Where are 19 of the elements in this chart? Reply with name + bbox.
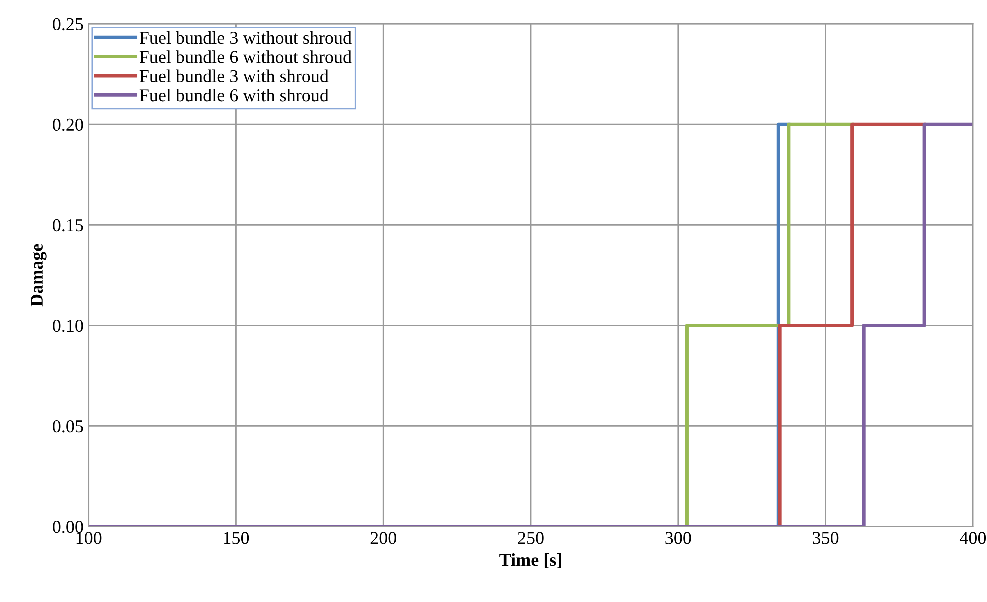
y-tick-label: 0.00 xyxy=(53,521,84,534)
legend-label: Fuel bundle 3 with shroud xyxy=(140,70,329,83)
x-tick-label: 300 xyxy=(666,532,692,544)
x-tick-label: 150 xyxy=(224,532,250,544)
legend-label: Fuel bundle 6 without shroud xyxy=(140,50,352,64)
y-tick-label: 0.10 xyxy=(53,320,84,332)
x-axis-title: Time [s] xyxy=(500,554,562,568)
legend-label: Fuel bundle 6 with shroud xyxy=(140,88,329,102)
x-tick-label: 200 xyxy=(370,532,396,544)
y-axis-title: Damage xyxy=(31,244,47,307)
y-tick-label: 0.05 xyxy=(53,420,84,433)
y-tick-label: 0.20 xyxy=(53,118,84,132)
x-tick-label: 400 xyxy=(960,532,986,544)
x-tick-label: 350 xyxy=(813,532,839,544)
x-tick-label: 100 xyxy=(76,532,102,544)
x-tick-label: 250 xyxy=(518,532,544,544)
legend-label: Fuel bundle 3 without shroud xyxy=(140,31,352,44)
y-tick-label: 0.25 xyxy=(53,18,84,31)
y-tick-label: 0.15 xyxy=(53,219,84,232)
